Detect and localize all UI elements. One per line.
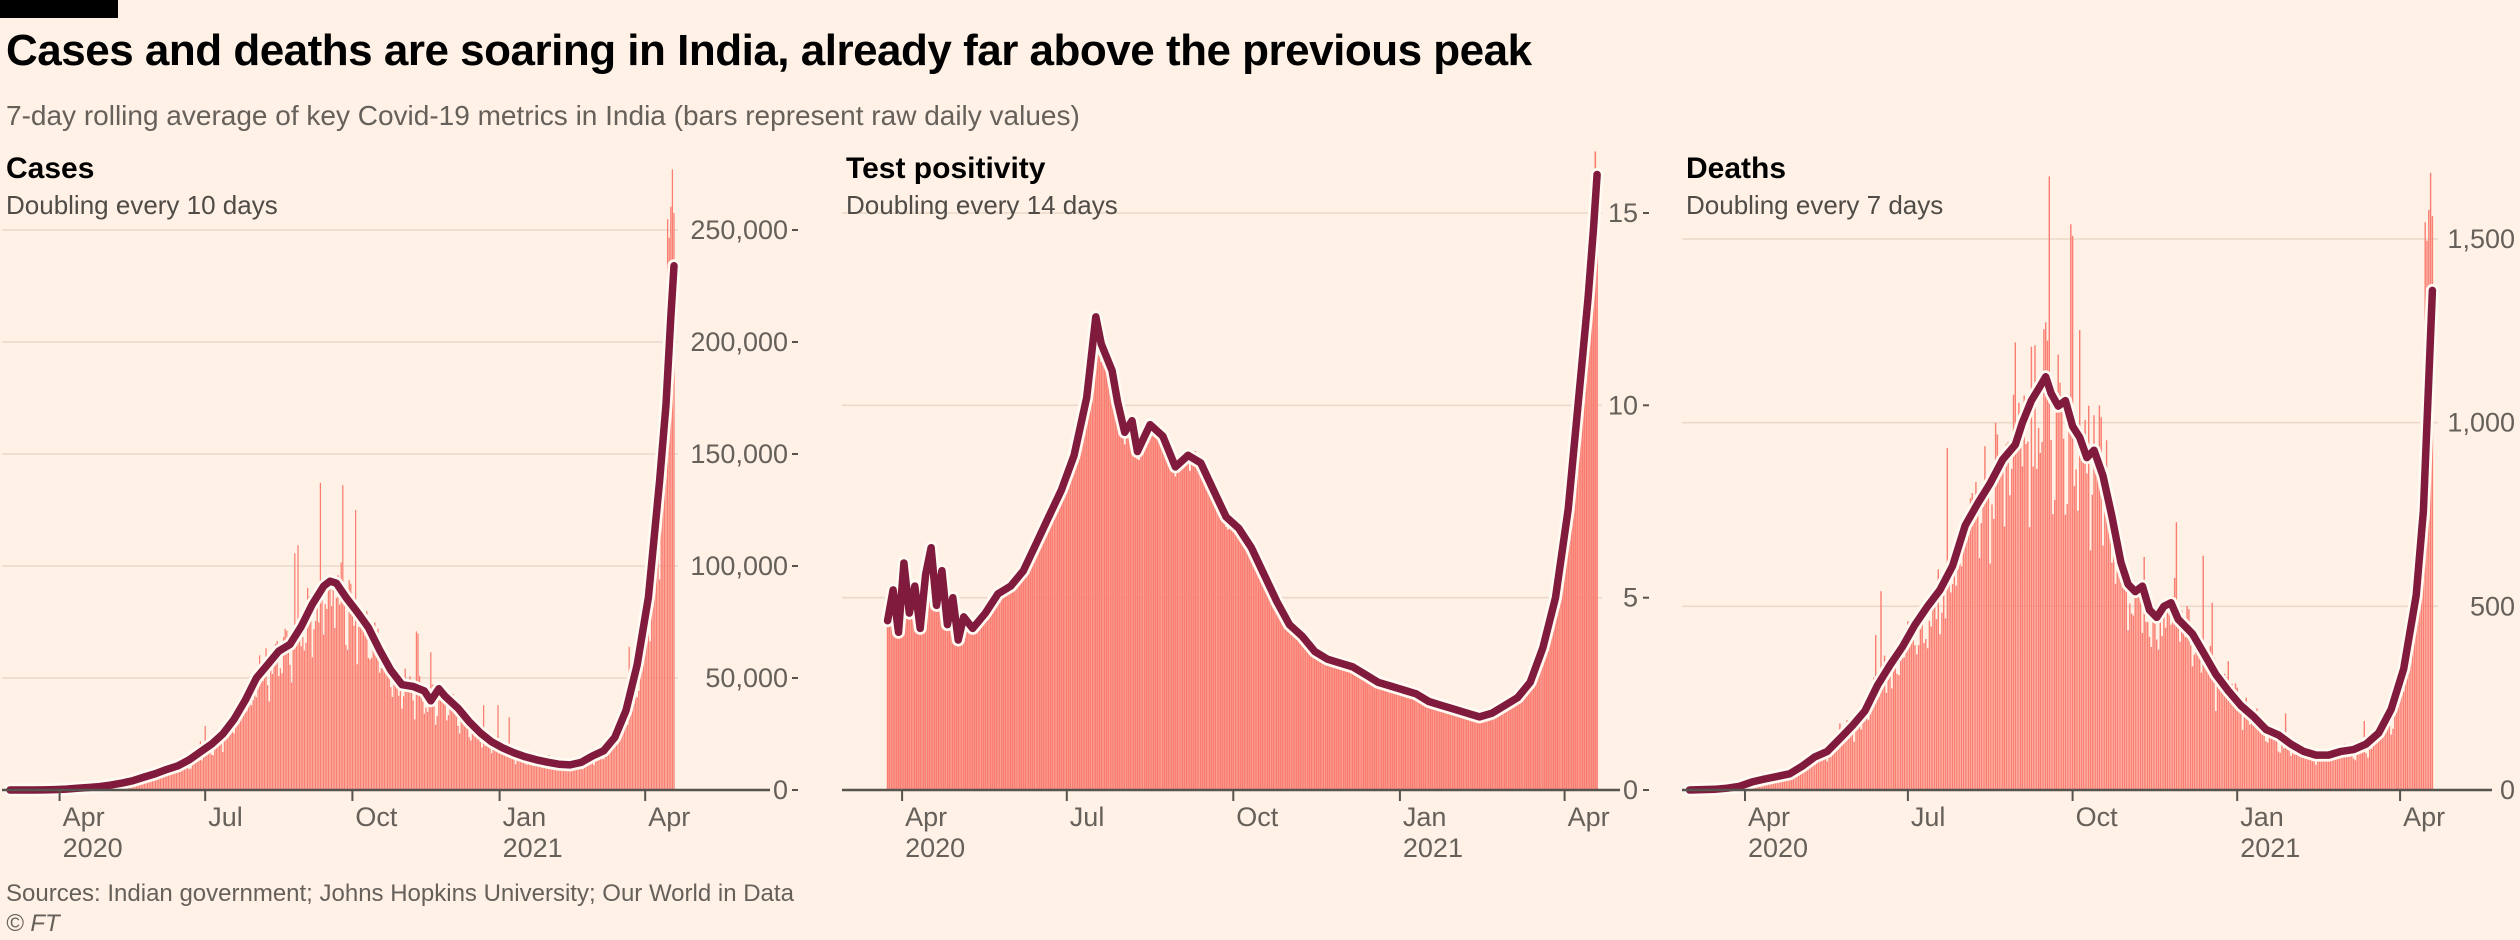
svg-text:1,500: 1,500 <box>2447 224 2515 254</box>
svg-text:500: 500 <box>2470 591 2515 621</box>
svg-text:150,000: 150,000 <box>690 439 788 469</box>
panel-deaths: Deaths Doubling every 7 days Apr 2020 Jul O… <box>1680 130 2520 870</box>
panel-cases-doubling-label: Doubling every 10 days <box>6 190 278 220</box>
svg-text:Jul: Jul <box>208 802 243 832</box>
svg-text:2021: 2021 <box>1403 833 1463 863</box>
svg-text:0: 0 <box>2500 775 2515 805</box>
svg-text:50,000: 50,000 <box>705 663 788 693</box>
svg-text:Apr: Apr <box>905 802 947 832</box>
svg-text:Jan: Jan <box>503 802 547 832</box>
svg-text:Apr: Apr <box>1748 802 1790 832</box>
svg-text:Oct: Oct <box>2076 802 2119 832</box>
panel-test-positivity-title: Test positivity <box>846 152 1046 185</box>
svg-text:1,000: 1,000 <box>2447 408 2515 438</box>
svg-text:Oct: Oct <box>1236 802 1279 832</box>
svg-text:Jan: Jan <box>2240 802 2284 832</box>
svg-text:0: 0 <box>1623 775 1638 805</box>
svg-text:5: 5 <box>1623 583 1638 613</box>
panel-cases-title: Cases <box>6 152 95 185</box>
sources-line: Sources: Indian government; Johns Hopkin… <box>6 880 794 907</box>
panel-cases: Cases Doubling every 10 days Apr 2020 Jul O… <box>0 130 840 870</box>
svg-text:2021: 2021 <box>2240 833 2300 863</box>
svg-text:2020: 2020 <box>1748 833 1808 863</box>
svg-text:0: 0 <box>773 775 788 805</box>
svg-text:2021: 2021 <box>503 833 563 863</box>
svg-text:Jan: Jan <box>1403 802 1447 832</box>
panel-deaths-doubling-label: Doubling every 7 days <box>1686 190 1944 220</box>
svg-text:15: 15 <box>1608 198 1638 228</box>
svg-text:Apr: Apr <box>2403 802 2445 832</box>
panel-test-positivity-doubling-label: Doubling every 14 days <box>846 190 1118 220</box>
svg-text:100,000: 100,000 <box>690 551 788 581</box>
ft-black-flag <box>0 0 118 18</box>
svg-text:Apr: Apr <box>1568 802 1610 832</box>
svg-text:200,000: 200,000 <box>690 327 788 357</box>
svg-text:2020: 2020 <box>905 833 965 863</box>
svg-text:2020: 2020 <box>63 833 123 863</box>
svg-text:Jul: Jul <box>1070 802 1105 832</box>
panel-deaths-title: Deaths <box>1686 152 1787 185</box>
svg-text:Apr: Apr <box>63 802 105 832</box>
svg-text:10: 10 <box>1608 390 1638 420</box>
svg-text:250,000: 250,000 <box>690 215 788 245</box>
chart-title: Cases and deaths are soaring in India, a… <box>6 26 1532 75</box>
svg-text:Jul: Jul <box>1911 802 1946 832</box>
panel-test-positivity: Test positivity Doubling every 14 days A… <box>840 130 1680 870</box>
ft-copyright: © FT <box>6 910 60 937</box>
svg-text:Apr: Apr <box>648 802 690 832</box>
chart-subtitle: 7-day rolling average of key Covid-19 me… <box>6 100 1080 131</box>
svg-text:Oct: Oct <box>355 802 398 832</box>
